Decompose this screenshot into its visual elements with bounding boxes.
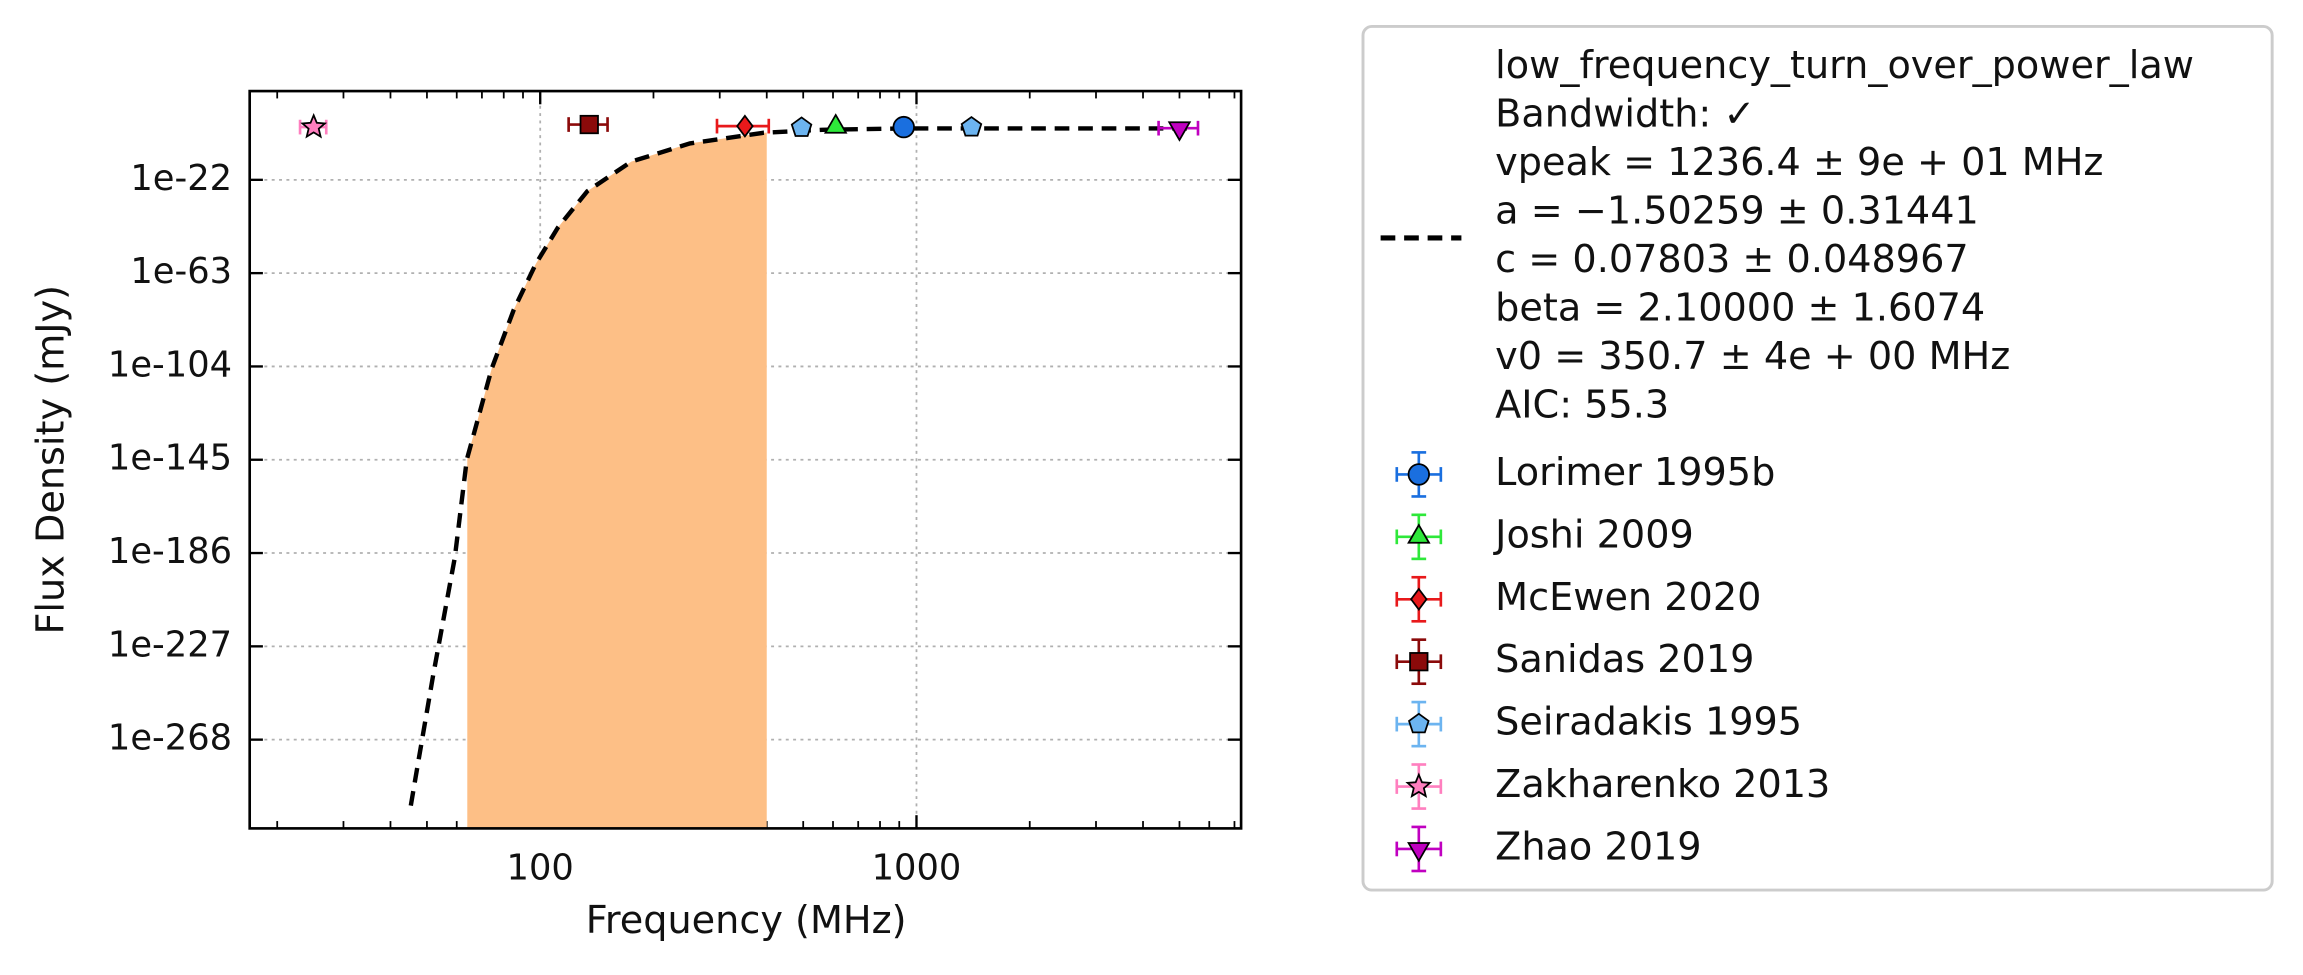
legend-fit-text: low_frequency_turn_over_power_law — [1495, 44, 2194, 88]
marker — [1407, 842, 1431, 863]
legend-label: McEwen 2020 — [1495, 576, 1761, 620]
legend-label: Seiradakis 1995 — [1495, 701, 1802, 745]
plot-frame — [248, 89, 1243, 830]
legend-label: Joshi 2009 — [1493, 513, 1694, 557]
y-tick-label: 1e-227 — [108, 624, 232, 665]
y-tick-label: 1e-22 — [130, 158, 232, 199]
marker — [1405, 772, 1433, 798]
marker — [1409, 652, 1429, 672]
x-axis-label: Frequency (MHz) — [586, 899, 907, 943]
x-tick-label: 1000 — [872, 848, 962, 889]
marker — [579, 114, 599, 135]
legend-label: Lorimer 1995b — [1495, 451, 1775, 495]
marker — [1407, 523, 1431, 544]
legend-label: Sanidas 2019 — [1495, 638, 1754, 682]
legend-fit-text: vpeak = 1236.4 ± 9e + 01 MHz — [1495, 141, 2103, 185]
x-tick-label: 100 — [507, 848, 574, 889]
legend-fit-text: AIC: 55.3 — [1495, 383, 1669, 427]
y-tick-label: 1e-63 — [130, 251, 232, 292]
marker — [300, 112, 328, 139]
legend-label: Zhao 2019 — [1495, 825, 1701, 869]
fit-line — [408, 126, 1190, 807]
legend-fit-text: Bandwidth: ✓ — [1495, 93, 1755, 137]
legend-fit-text: a = −1.50259 ± 0.31441 — [1495, 189, 1979, 233]
legend-fit-text: c = 0.07803 ± 0.048967 — [1495, 238, 1968, 282]
marker — [1167, 121, 1192, 142]
marker — [1407, 712, 1430, 734]
marker — [892, 115, 915, 139]
y-tick-label: 1e-268 — [108, 718, 232, 759]
shaded-band — [467, 132, 767, 829]
marker — [736, 114, 754, 138]
marker — [1410, 587, 1428, 612]
y-tick-label: 1e-104 — [108, 344, 232, 385]
legend-fit-text: beta = 2.10000 ± 1.6074 — [1495, 286, 1985, 330]
marker — [823, 113, 848, 134]
y-tick-label: 1e-145 — [108, 438, 232, 479]
marker — [960, 115, 983, 137]
legend-box — [1361, 24, 2274, 892]
marker — [1407, 463, 1430, 486]
y-tick-label: 1e-186 — [108, 531, 232, 572]
marker — [790, 116, 813, 137]
legend-label: Zakharenko 2013 — [1495, 763, 1830, 807]
legend-fit-text: v0 = 350.7 ± 4e + 00 MHz — [1495, 335, 2010, 379]
y-axis-label: Flux Density (mJy) — [29, 285, 73, 635]
